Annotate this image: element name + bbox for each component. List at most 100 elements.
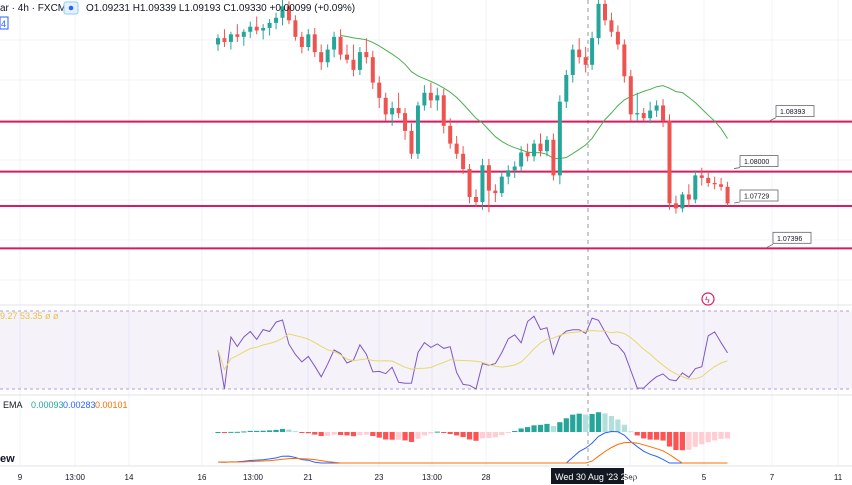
macd-bar xyxy=(318,432,324,437)
macd-value-3: 0.00101 xyxy=(95,400,128,410)
candle-body xyxy=(319,52,324,63)
candle-body xyxy=(267,22,272,28)
macd-bar xyxy=(621,424,627,432)
macd-bar xyxy=(712,432,718,441)
candle-body xyxy=(583,57,588,65)
rsi-band xyxy=(0,311,852,389)
macd-bar xyxy=(363,432,369,435)
rsi-ma-line xyxy=(217,330,728,380)
level-label-pointer xyxy=(733,201,741,204)
macd-bar xyxy=(563,418,569,432)
candle-body xyxy=(725,186,730,204)
candle-body xyxy=(577,49,582,58)
candle-body xyxy=(435,95,440,101)
macd-bar xyxy=(654,432,660,440)
macd-bar xyxy=(434,431,440,433)
candle-body xyxy=(325,49,330,63)
macd-bar xyxy=(402,432,408,441)
macd-bar xyxy=(505,432,511,433)
horizontal-levels[interactable]: 1.08393 1.08000 1.07729 1.07396 xyxy=(0,105,852,250)
macd-bar xyxy=(279,428,286,432)
symbol-title[interactable]: ar · 4h · FXCM xyxy=(0,3,66,14)
macd-bar xyxy=(454,432,460,436)
candle-body xyxy=(448,125,453,144)
rsi-legend: 9.27 53.35 ø ø xyxy=(0,311,59,321)
candle-body xyxy=(345,54,349,60)
macd-bar xyxy=(602,413,608,432)
grid-lines xyxy=(0,0,852,466)
candle-body xyxy=(654,105,659,111)
candle-body xyxy=(454,143,459,154)
time-axis-tick: 23 xyxy=(375,473,384,482)
macd-bar xyxy=(228,431,234,433)
time-axis-tick: 13:00 xyxy=(243,473,264,482)
candle-body xyxy=(699,175,704,178)
macd-value-1: 0.00093 xyxy=(31,400,64,410)
candle-body xyxy=(706,177,711,183)
alert-icon[interactable]: ϟ xyxy=(701,292,715,306)
macd-bar xyxy=(357,432,363,436)
candle-body xyxy=(357,52,362,70)
candle-body xyxy=(667,120,672,204)
level-label: 1.08393 xyxy=(780,109,805,116)
macd-bar xyxy=(595,412,602,432)
macd-bar xyxy=(389,432,395,440)
candles xyxy=(216,0,730,214)
candle-body xyxy=(603,3,607,21)
time-axis-tick: 11 xyxy=(834,473,843,482)
candle-body xyxy=(312,34,317,53)
macd-bar xyxy=(486,432,492,438)
candle-body xyxy=(332,36,337,50)
series-badge[interactable]: 4 xyxy=(0,16,9,30)
candle-body xyxy=(261,27,266,31)
candle-body xyxy=(519,152,524,167)
macd-bar xyxy=(292,431,298,433)
macd-legend-label: EMA xyxy=(3,400,23,410)
time-axis[interactable]: 9 13:00 14 16 13:00 21 23 13:00 28 Sep 5 7 11 xyxy=(0,467,852,485)
macd-bar xyxy=(460,432,466,438)
macd-bar xyxy=(273,429,279,432)
level-label: 1.07396 xyxy=(777,236,802,243)
time-axis-tick: 21 xyxy=(304,473,313,482)
macd-bar xyxy=(518,428,524,432)
macd-bar xyxy=(615,419,621,432)
candle-body xyxy=(396,108,401,114)
candle-body xyxy=(486,165,491,191)
time-axis-tick: 28 xyxy=(482,473,491,482)
macd-bar xyxy=(641,432,647,439)
candle-body xyxy=(480,165,485,203)
candle-body xyxy=(622,44,627,77)
macd-bar xyxy=(254,430,260,432)
macd-bar xyxy=(241,431,247,433)
macd-bar xyxy=(544,423,550,432)
macd-bar xyxy=(337,432,344,436)
macd-bar xyxy=(666,432,673,447)
macd-bar xyxy=(525,427,531,432)
macd-bar xyxy=(344,432,350,436)
candle-body xyxy=(293,20,298,37)
candle-body xyxy=(538,143,543,152)
macd-bar xyxy=(383,432,389,440)
candle-body xyxy=(596,3,601,39)
candle-body xyxy=(383,97,388,115)
macd-bar xyxy=(299,432,305,433)
candle-body xyxy=(506,170,511,177)
level-label-pointer xyxy=(769,117,777,121)
visibility-toggle-icon[interactable] xyxy=(63,1,79,15)
macd-bar xyxy=(396,432,402,440)
macd-bar xyxy=(557,422,563,432)
candle-body xyxy=(525,152,530,157)
macd-bar xyxy=(499,432,505,436)
time-axis-tick: 14 xyxy=(125,473,134,482)
candle-body xyxy=(532,143,537,157)
level-label: 1.07729 xyxy=(744,194,769,201)
macd-bar xyxy=(312,432,318,435)
macd-bar xyxy=(267,430,273,432)
macd-bar xyxy=(705,432,711,443)
candle-body xyxy=(641,113,646,119)
time-axis-tick: 9 xyxy=(18,473,23,482)
macd-bar xyxy=(428,432,434,434)
candle-body xyxy=(693,175,698,200)
svg-text:ϟ: ϟ xyxy=(705,295,710,305)
